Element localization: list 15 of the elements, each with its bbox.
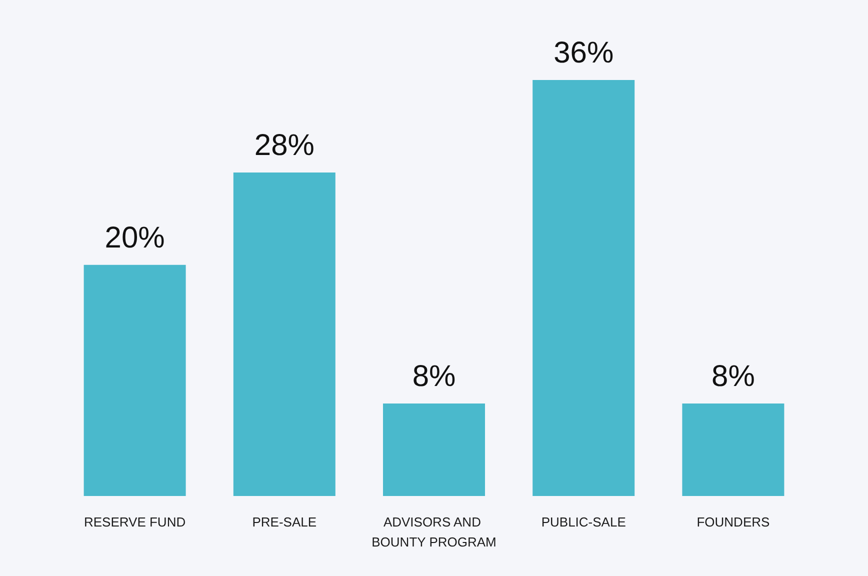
bar bbox=[682, 404, 784, 496]
data-label: 8% bbox=[412, 360, 456, 394]
x-tick-label: PRE-SALE bbox=[252, 514, 317, 530]
x-tick-label: RESERVE FUND bbox=[84, 514, 186, 530]
bar bbox=[383, 404, 485, 496]
x-tick-label: PUBLIC-SALE bbox=[541, 514, 626, 530]
bar bbox=[84, 264, 186, 496]
bar bbox=[233, 172, 336, 496]
bar bbox=[532, 80, 635, 496]
x-tick-label: ADVISORS AND BOUNTY PROGRAM bbox=[372, 514, 496, 550]
data-label: 8% bbox=[712, 360, 755, 394]
data-label: 28% bbox=[254, 128, 314, 162]
data-label: 20% bbox=[104, 221, 165, 254]
data-label: 36% bbox=[554, 36, 614, 70]
x-tick-label: FOUNDERS bbox=[696, 514, 770, 530]
